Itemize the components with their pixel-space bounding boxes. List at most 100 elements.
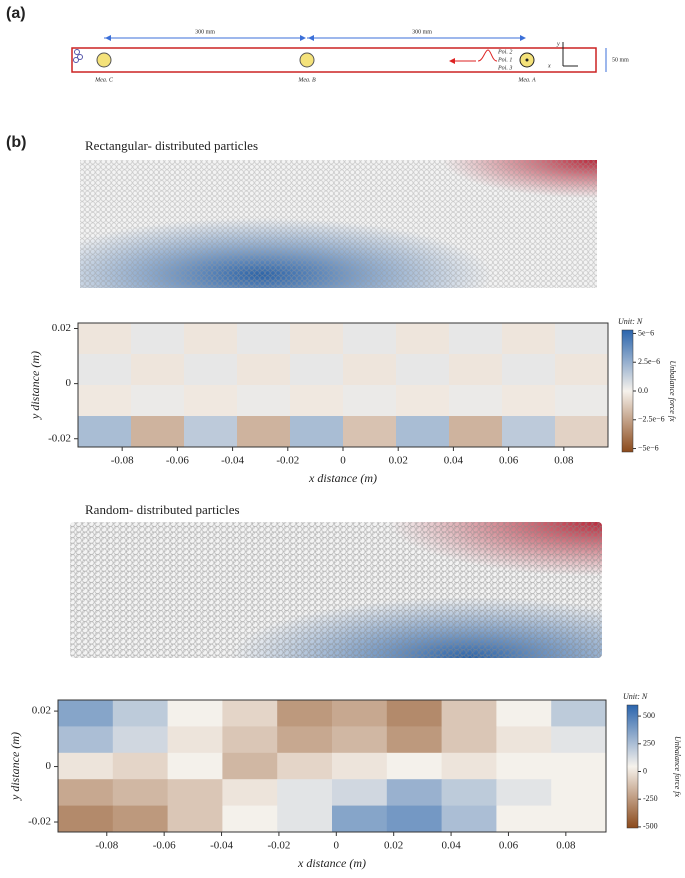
particle — [74, 49, 80, 55]
heatmap-cell — [555, 385, 609, 417]
heatmap-cell — [332, 805, 388, 833]
colorbar — [626, 704, 639, 829]
x-tick-label: -0.08 — [111, 455, 134, 467]
probe — [299, 52, 315, 68]
heatmap-cell — [502, 354, 556, 386]
point-label: Poi. 1 — [497, 57, 512, 63]
heatmap-cell — [58, 779, 114, 807]
heatmap-cell — [332, 726, 388, 754]
measure-label: Mea. A — [517, 77, 536, 83]
heatmap-cell — [237, 323, 291, 355]
colorbar-tick-label: 2.5e−6 — [638, 357, 660, 366]
heatmap-cell — [58, 752, 114, 780]
subtitle: Random- distributed particles — [85, 502, 240, 517]
colorbar-title: Unit: N — [618, 317, 643, 326]
heatmap-cell — [396, 354, 450, 386]
heatmap-cell — [502, 385, 556, 417]
heatmap-cell — [277, 779, 333, 807]
y-tick-label: 0.02 — [52, 322, 71, 334]
heatmap-cell — [58, 805, 114, 833]
heatmap-cell — [551, 700, 607, 727]
colorbar-label: Unbalance force fx — [673, 736, 682, 797]
heatmap-cell — [551, 752, 607, 780]
heatmap-cell — [290, 354, 344, 386]
heatmap-cell — [396, 323, 450, 355]
heatmap-cell — [441, 700, 497, 727]
x-tick-label: 0.04 — [441, 840, 461, 852]
heatmap-cell — [386, 700, 443, 727]
heatmap-cell — [441, 779, 497, 807]
heatmap-cell — [496, 752, 552, 780]
wave — [477, 49, 498, 62]
x-tick-label: -0.04 — [210, 840, 233, 852]
heatmap-cell — [496, 700, 552, 727]
colorbar-tick-label: 500 — [643, 711, 655, 720]
heatmap-cell — [112, 779, 169, 807]
x-tick-label: 0.02 — [384, 840, 403, 852]
heatmap-cell — [184, 323, 238, 355]
heatmap-cell — [343, 354, 397, 386]
x-tick-label: -0.06 — [166, 455, 189, 467]
colorbar-tick-label: 5e−6 — [638, 328, 654, 337]
heatmap-cell — [78, 323, 132, 355]
colorbar-tick-label: −2.5e−6 — [638, 415, 665, 424]
heatmap-cell — [449, 416, 503, 448]
subtitle: Rectangular- distributed particles — [85, 138, 258, 153]
dimension-label: 300 mm — [412, 29, 432, 35]
x-tick-label: 0.08 — [556, 840, 576, 852]
y-tick-label: 0 — [66, 377, 72, 389]
heatmap-cell — [184, 385, 238, 417]
colorbar — [621, 329, 634, 453]
heatmap-cell — [386, 805, 443, 833]
x-tick-label: -0.02 — [267, 840, 290, 852]
heatmap-cell — [131, 323, 185, 355]
heatmap-cell — [449, 385, 503, 417]
dimension-label: 300 mm — [195, 29, 215, 35]
colorbar-label: Unbalance force fx — [668, 360, 677, 421]
colorbar-title: Unit: N — [623, 692, 648, 701]
plot-frame — [57, 699, 607, 833]
measure-label: Mea. B — [297, 77, 316, 83]
point — [525, 58, 529, 62]
point-label: Poi. 3 — [497, 65, 512, 71]
x-tick-label: 0 — [340, 455, 346, 467]
heatmap-cell — [496, 805, 552, 833]
heatmap-cell — [58, 726, 114, 754]
heatmap-cell — [555, 323, 609, 355]
y-axis-label: y distance (m) — [28, 351, 42, 420]
measure-label: Mea. C — [94, 77, 114, 83]
heatmap-cell — [112, 726, 169, 754]
heatmap-cell — [78, 416, 132, 448]
heatmap-cell — [277, 805, 333, 833]
colorbar-tick-label: 0 — [643, 766, 647, 775]
heatmap-cell — [184, 416, 238, 448]
x-tick-label: -0.04 — [221, 455, 244, 467]
x-axis-label: x distance (m) — [297, 856, 366, 870]
colorbar-tick-label: 0.0 — [638, 386, 648, 395]
heatmap-cell — [237, 416, 291, 448]
x-axis-label: x distance (m) — [308, 471, 377, 485]
probe — [96, 52, 112, 68]
x-tick-label: 0.08 — [554, 455, 574, 467]
heatmap-cell — [502, 416, 556, 448]
heatmap-cell — [167, 779, 223, 807]
heatmap-cell — [502, 323, 556, 355]
heatmap-cell — [112, 700, 169, 727]
axis-label: x — [547, 63, 551, 69]
colorbar-tick-label: −5e−6 — [638, 443, 659, 452]
channel — [71, 47, 597, 73]
point-label: Poi. 2 — [497, 49, 512, 55]
particle — [73, 57, 79, 63]
heatmap-cell — [167, 726, 223, 754]
heatmap-cell — [184, 354, 238, 386]
heatmap-cell — [167, 805, 223, 833]
heatmap-cell — [441, 805, 497, 833]
panel-label: (a) — [6, 5, 26, 22]
heatmap-cell — [222, 779, 278, 807]
particle-image — [70, 522, 602, 658]
x-tick-label: 0.06 — [499, 840, 519, 852]
heatmap-cell — [167, 752, 223, 780]
x-tick-label: 0.02 — [389, 455, 408, 467]
heatmap-cell — [551, 805, 607, 833]
heatmap-cell — [58, 700, 114, 727]
